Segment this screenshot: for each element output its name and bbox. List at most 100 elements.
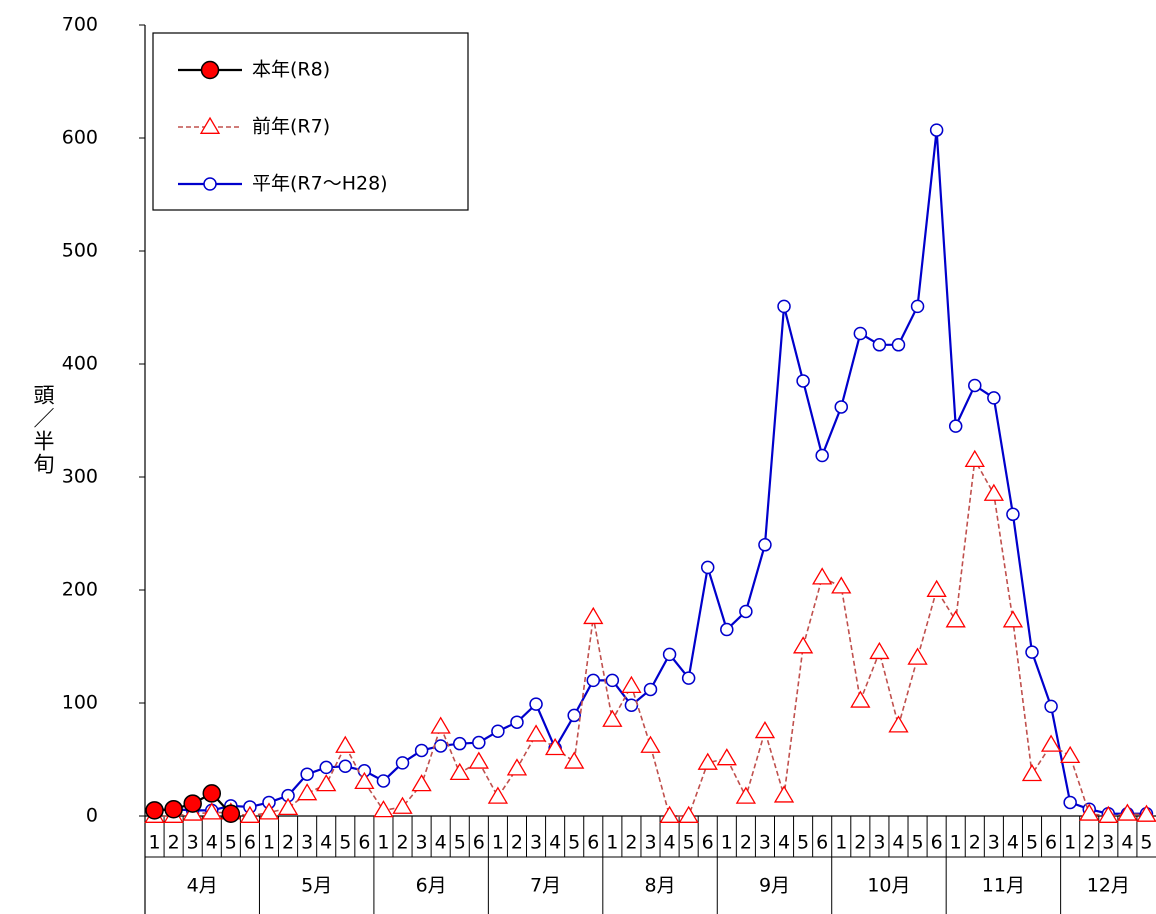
x-tick-label: 4 — [1007, 832, 1019, 854]
data-point — [735, 786, 757, 804]
data-point — [1060, 745, 1081, 764]
legend-label: 本年(R8) — [252, 59, 330, 81]
data-point — [1006, 507, 1020, 522]
x-tick-label: 1 — [606, 832, 618, 854]
series-line — [154, 457, 1147, 817]
x-tick-label: 3 — [873, 832, 885, 854]
data-point — [754, 720, 776, 739]
x-tick-label: 3 — [530, 832, 542, 854]
x-tick-label: 5 — [568, 832, 580, 854]
x-tick-label: 1 — [492, 832, 504, 854]
data-point — [697, 752, 718, 770]
data-point — [586, 673, 601, 688]
data-point — [945, 610, 966, 628]
data-point — [720, 622, 734, 637]
x-tick-label: 1 — [1064, 832, 1076, 854]
x-tick-label: 6 — [1045, 832, 1057, 854]
data-point — [433, 739, 448, 753]
data-point — [643, 682, 658, 697]
x-tick-label: 3 — [759, 832, 771, 854]
data-point — [891, 338, 906, 352]
legend-marker — [199, 116, 221, 134]
data-point — [202, 784, 222, 803]
data-point — [1117, 803, 1138, 821]
x-tick-label: 2 — [969, 832, 981, 854]
data-point — [1136, 804, 1156, 822]
data-point — [834, 400, 849, 414]
data-point — [640, 735, 661, 753]
x-tick-label: 3 — [644, 832, 656, 854]
x-tick-label: 1 — [835, 832, 847, 854]
x-tick-label: 6 — [931, 832, 943, 854]
data-point — [583, 606, 604, 625]
data-point — [1044, 699, 1058, 714]
y-tick-label: 100 — [62, 692, 98, 714]
x-tick-label: 6 — [702, 832, 714, 854]
month-label: 10月 — [867, 875, 910, 897]
x-tick-label: 1 — [263, 832, 275, 854]
data-point — [964, 449, 985, 467]
x-tick-label: 4 — [320, 832, 332, 854]
legend-marker — [200, 60, 220, 80]
data-point — [850, 690, 871, 708]
x-tick-label: 3 — [187, 832, 199, 854]
data-point — [449, 762, 470, 781]
x-tick-label: 2 — [168, 832, 180, 854]
data-point — [968, 378, 982, 393]
data-point — [831, 576, 852, 594]
x-tick-label: 6 — [816, 832, 828, 854]
data-point — [869, 641, 890, 660]
data-point — [564, 751, 585, 769]
month-label: 11月 — [982, 875, 1025, 897]
data-point — [452, 736, 467, 751]
y-tick-label: 600 — [62, 127, 98, 149]
data-point — [983, 483, 1004, 501]
data-point — [1025, 645, 1039, 659]
data-point — [910, 299, 925, 314]
data-point — [812, 567, 833, 585]
data-point — [300, 767, 314, 781]
data-point — [316, 774, 337, 792]
data-point — [662, 647, 677, 662]
data-point — [258, 802, 280, 820]
data-point — [354, 771, 375, 790]
y-tick-label: 200 — [62, 579, 98, 601]
data-point — [700, 560, 715, 575]
legend-marker — [203, 177, 217, 191]
month-label: 5月 — [301, 875, 332, 897]
data-point — [487, 786, 509, 804]
x-tick-label: 5 — [912, 832, 924, 854]
data-point — [472, 735, 486, 750]
data-point — [678, 805, 699, 823]
data-point — [872, 338, 887, 352]
data-point — [796, 374, 810, 388]
data-point — [815, 448, 829, 463]
data-point — [926, 579, 947, 597]
legend-label: 平年(R7～H28) — [252, 173, 388, 195]
data-point — [853, 326, 868, 341]
data-point — [392, 796, 413, 814]
data-point — [297, 783, 318, 801]
x-tick-label: 2 — [625, 832, 637, 854]
x-tick-label: 5 — [339, 832, 351, 854]
x-tick-label: 4 — [778, 832, 790, 854]
y-tick-label: 300 — [62, 466, 98, 488]
x-tick-label: 6 — [587, 832, 599, 854]
x-tick-label: 5 — [683, 832, 695, 854]
data-point — [739, 604, 753, 619]
data-point — [201, 802, 222, 820]
data-point — [277, 797, 299, 816]
x-tick-label: 5 — [225, 832, 237, 854]
data-point — [510, 715, 524, 729]
data-point — [602, 709, 623, 727]
data-point — [239, 805, 261, 823]
month-label: 12月 — [1087, 875, 1130, 897]
data-point — [716, 748, 737, 766]
data-point — [376, 774, 391, 788]
x-tick-label: 6 — [473, 832, 485, 854]
x-tick-label: 4 — [435, 832, 447, 854]
x-tick-label: 2 — [740, 832, 752, 854]
data-point — [1040, 734, 1062, 752]
x-tick-label: 5 — [797, 832, 809, 854]
